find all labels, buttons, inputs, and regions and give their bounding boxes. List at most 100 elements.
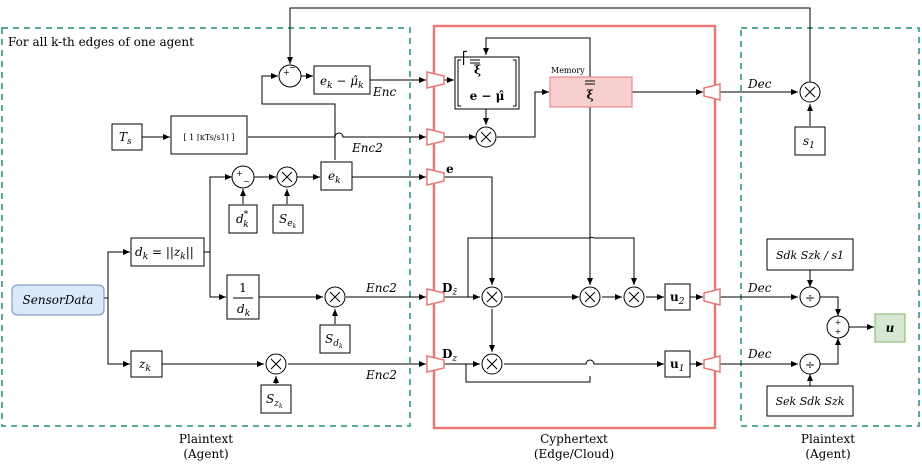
line-div-sum bbox=[820, 296, 841, 316]
sum2-plus: + bbox=[236, 169, 243, 178]
dk-star-box bbox=[228, 204, 258, 234]
line-dz-branch bbox=[444, 363, 591, 383]
u-output-label: u bbox=[886, 321, 895, 335]
left-caption-2: (Agent) bbox=[183, 447, 228, 461]
enc-label: Enc bbox=[372, 85, 396, 99]
szk-label: Szk bbox=[266, 392, 283, 410]
right-caption-1: Plaintext bbox=[801, 432, 855, 446]
e-bold-label: e bbox=[446, 162, 454, 176]
sek-box bbox=[272, 204, 304, 234]
enc2-label-a: Enc2 bbox=[351, 141, 383, 155]
multiply-icon bbox=[480, 131, 492, 143]
ratio-top-label: Sdk Szk / s1 bbox=[776, 249, 844, 262]
s1-label: s1 bbox=[803, 134, 815, 151]
left-plaintext-region bbox=[1, 27, 411, 427]
multiply-icon bbox=[270, 358, 282, 370]
sum3-top: + bbox=[835, 318, 842, 327]
divide-node-top bbox=[799, 286, 821, 308]
sdk-label: Sdk bbox=[325, 332, 343, 350]
line-div2-sum bbox=[820, 338, 841, 365]
sek-label: Sek bbox=[279, 212, 297, 230]
sum-plus: + bbox=[283, 68, 290, 77]
port-enc2-a bbox=[426, 128, 445, 146]
dec-label-b: Dec bbox=[747, 281, 772, 295]
multiply-icon bbox=[584, 291, 596, 303]
ek-minus-mu-box bbox=[313, 65, 371, 95]
feedback-line bbox=[287, 7, 811, 82]
dz-label: Dz bbox=[442, 347, 457, 364]
ek-box bbox=[320, 161, 353, 191]
right-caption-2: (Agent) bbox=[805, 447, 850, 461]
middle-caption-2: (Edge/Cloud) bbox=[534, 447, 614, 461]
line-mul-u1 bbox=[504, 359, 664, 367]
ratio-top-box bbox=[766, 238, 854, 271]
line-sensor-zk bbox=[107, 298, 130, 367]
line-dk-sum2 bbox=[204, 174, 232, 253]
sum-node-2 bbox=[231, 165, 255, 189]
multiply-icon bbox=[329, 291, 341, 303]
szk-box bbox=[260, 384, 292, 414]
dk-norm-label: dk = ||zk|| bbox=[135, 245, 194, 262]
xi-top: ξ bbox=[474, 63, 481, 77]
xi-box bbox=[454, 56, 520, 110]
port-enc2-c bbox=[426, 355, 445, 373]
line-memory-loop bbox=[483, 37, 591, 77]
sum2-minus: − bbox=[243, 177, 250, 186]
multiply-icon bbox=[804, 86, 816, 98]
port-dec-b bbox=[703, 288, 721, 306]
u1-box bbox=[664, 350, 691, 378]
sum3-bottom: + bbox=[835, 327, 842, 336]
sdk-box bbox=[319, 324, 351, 354]
multiply-icon bbox=[486, 291, 498, 303]
memory-label: Memory bbox=[551, 66, 585, 75]
dk-star-label: d* k bbox=[236, 210, 249, 230]
cloud-region bbox=[432, 24, 717, 430]
line-e-down bbox=[444, 176, 495, 285]
ek-minus-mu-label: ek − μ̂k bbox=[320, 74, 364, 91]
line-enc2-a bbox=[248, 132, 426, 140]
ts-box bbox=[111, 123, 143, 151]
line-mul-memory bbox=[497, 89, 549, 138]
dec-label-a: Dec bbox=[747, 77, 772, 91]
ek-label: ek bbox=[328, 169, 341, 186]
multiply-icon bbox=[486, 358, 498, 370]
dk-norm-box bbox=[130, 237, 205, 267]
port-enc2-b bbox=[426, 288, 445, 306]
zk-box bbox=[130, 350, 163, 378]
xi-brackets bbox=[457, 59, 517, 107]
sensor-data-box bbox=[11, 284, 105, 316]
memory-box bbox=[549, 76, 633, 108]
multiply-icon bbox=[628, 291, 640, 303]
quantize-label: [ 1 ⌈κTs/s1⌉ ] bbox=[184, 133, 235, 142]
divide-node-bottom bbox=[799, 353, 821, 375]
xi-bottom: e − μ̂ bbox=[470, 89, 505, 103]
memory-xi: ξ bbox=[586, 88, 593, 102]
port-e bbox=[426, 168, 445, 186]
inv-dk-num: 1 bbox=[239, 281, 247, 295]
zk-label: zk bbox=[138, 357, 151, 374]
right-plaintext-region bbox=[740, 27, 920, 427]
u2-label: u2 bbox=[670, 290, 685, 307]
xi-bracket-left: ⎡ bbox=[462, 50, 468, 66]
u1-label: u1 bbox=[670, 357, 684, 374]
port-dec-c bbox=[703, 355, 721, 373]
enc2-label-b: Enc2 bbox=[365, 281, 397, 295]
line-sensor-dk bbox=[104, 249, 130, 299]
sum-node-top bbox=[278, 64, 302, 88]
s1-box bbox=[794, 126, 826, 156]
cloud-ports-left bbox=[426, 71, 445, 373]
line-ek-to-sum bbox=[261, 73, 336, 160]
enc2-label-c: Enc2 bbox=[365, 368, 397, 382]
line-dk-inv bbox=[209, 252, 226, 300]
divide-icon: ÷ bbox=[805, 358, 815, 372]
ratio-bottom-label: Sek Sdk Szk bbox=[776, 395, 845, 408]
sensor-data-label: SensorData bbox=[23, 293, 94, 307]
middle-caption-1: Cyphertext bbox=[540, 432, 608, 446]
u2-box bbox=[664, 283, 691, 311]
left-caption-1: Plaintext bbox=[179, 432, 233, 446]
dec-label-c: Dec bbox=[747, 347, 772, 361]
port-enc bbox=[426, 71, 445, 89]
ratio-bottom-box bbox=[766, 385, 854, 417]
ts-label: Ts bbox=[119, 130, 132, 147]
